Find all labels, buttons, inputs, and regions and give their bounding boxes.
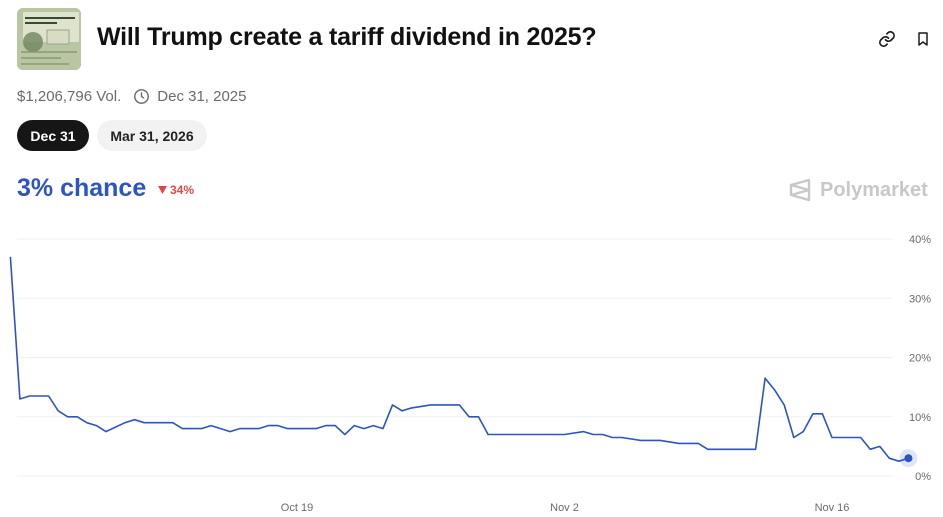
market-title: Will Trump create a tariff dividend in 2… [97, 23, 597, 51]
chart-gridlines [17, 238, 893, 477]
market-thumbnail [17, 8, 81, 70]
polymarket-brand: Polymarket [789, 178, 928, 202]
series-line [9, 256, 909, 462]
link-icon [879, 31, 895, 47]
current-value-dot [904, 454, 913, 463]
market-meta: $1,206,796 Vol. Dec 31, 2025 [17, 88, 247, 105]
clock-icon [133, 88, 150, 105]
polymarket-logo-icon [789, 178, 811, 202]
change-value: 34% [170, 183, 195, 197]
end-date-text: Dec 31, 2025 [157, 88, 247, 105]
chance-value: 3% chance [17, 174, 147, 202]
x-tick-label: Oct 19 [281, 502, 313, 514]
chart-y-axis: 40% 30% 20% 10% 0% [909, 234, 931, 483]
chart-x-axis: Oct 19 Nov 2 Nov 16 [281, 502, 850, 514]
brand-name: Polymarket [820, 178, 928, 201]
bookmark-button[interactable] [912, 28, 934, 50]
volume-text: $1,206,796 Vol. [17, 88, 122, 105]
x-tick-label: Nov 2 [550, 502, 579, 514]
bookmark-icon [918, 32, 928, 46]
date-tab-mar-31-2026[interactable]: Mar 31, 2026 [97, 120, 207, 151]
date-tab-dec-31[interactable]: Dec 31 [17, 120, 89, 151]
y-tick-label: 0% [915, 471, 931, 483]
y-tick-label: 40% [909, 234, 931, 246]
x-tick-label: Nov 16 [815, 502, 850, 514]
copy-link-button[interactable] [876, 28, 898, 50]
y-tick-label: 10% [909, 412, 931, 424]
treasury-check-thumbnail [17, 8, 81, 70]
change-indicator: 34% [158, 183, 194, 197]
y-tick-label: 20% [909, 353, 931, 365]
probability-chart: 40% 30% 20% 10% 0% Oct 19 Nov 2 Nov 16 [9, 234, 931, 514]
down-triangle-icon [158, 186, 167, 194]
y-tick-label: 30% [909, 293, 931, 305]
chart-series [9, 256, 918, 468]
